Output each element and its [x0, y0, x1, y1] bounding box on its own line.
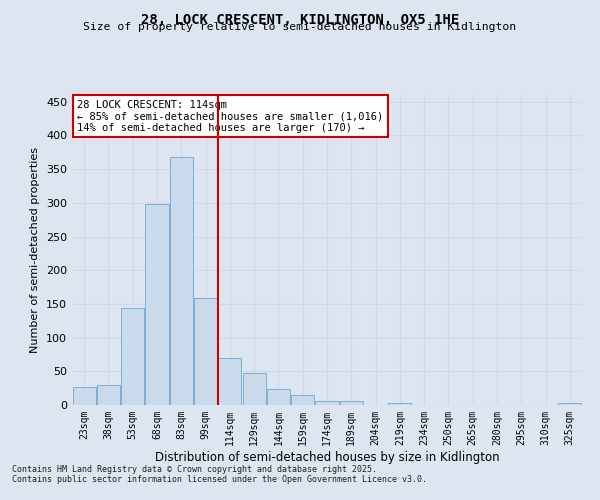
Bar [194, 298, 217, 405]
Text: Size of property relative to semi-detached houses in Kidlington: Size of property relative to semi-detach… [83, 22, 517, 32]
X-axis label: Distribution of semi-detached houses by size in Kidlington: Distribution of semi-detached houses by … [155, 450, 499, 464]
Text: 28, LOCK CRESCENT, KIDLINGTON, OX5 1HE: 28, LOCK CRESCENT, KIDLINGTON, OX5 1HE [141, 12, 459, 26]
Bar [267, 389, 290, 405]
Text: 28 LOCK CRESCENT: 114sqm
← 85% of semi-detached houses are smaller (1,016)
14% o: 28 LOCK CRESCENT: 114sqm ← 85% of semi-d… [77, 100, 383, 133]
Bar [145, 204, 169, 405]
Bar [340, 401, 363, 405]
Bar [170, 157, 193, 405]
Text: Contains HM Land Registry data © Crown copyright and database right 2025.: Contains HM Land Registry data © Crown c… [12, 466, 377, 474]
Bar [559, 403, 581, 405]
Y-axis label: Number of semi-detached properties: Number of semi-detached properties [31, 147, 40, 353]
Bar [388, 403, 412, 405]
Bar [73, 387, 95, 405]
Text: Contains public sector information licensed under the Open Government Licence v3: Contains public sector information licen… [12, 476, 427, 484]
Bar [316, 401, 338, 405]
Bar [121, 308, 144, 405]
Bar [291, 395, 314, 405]
Bar [218, 358, 241, 405]
Bar [97, 385, 120, 405]
Bar [242, 372, 266, 405]
